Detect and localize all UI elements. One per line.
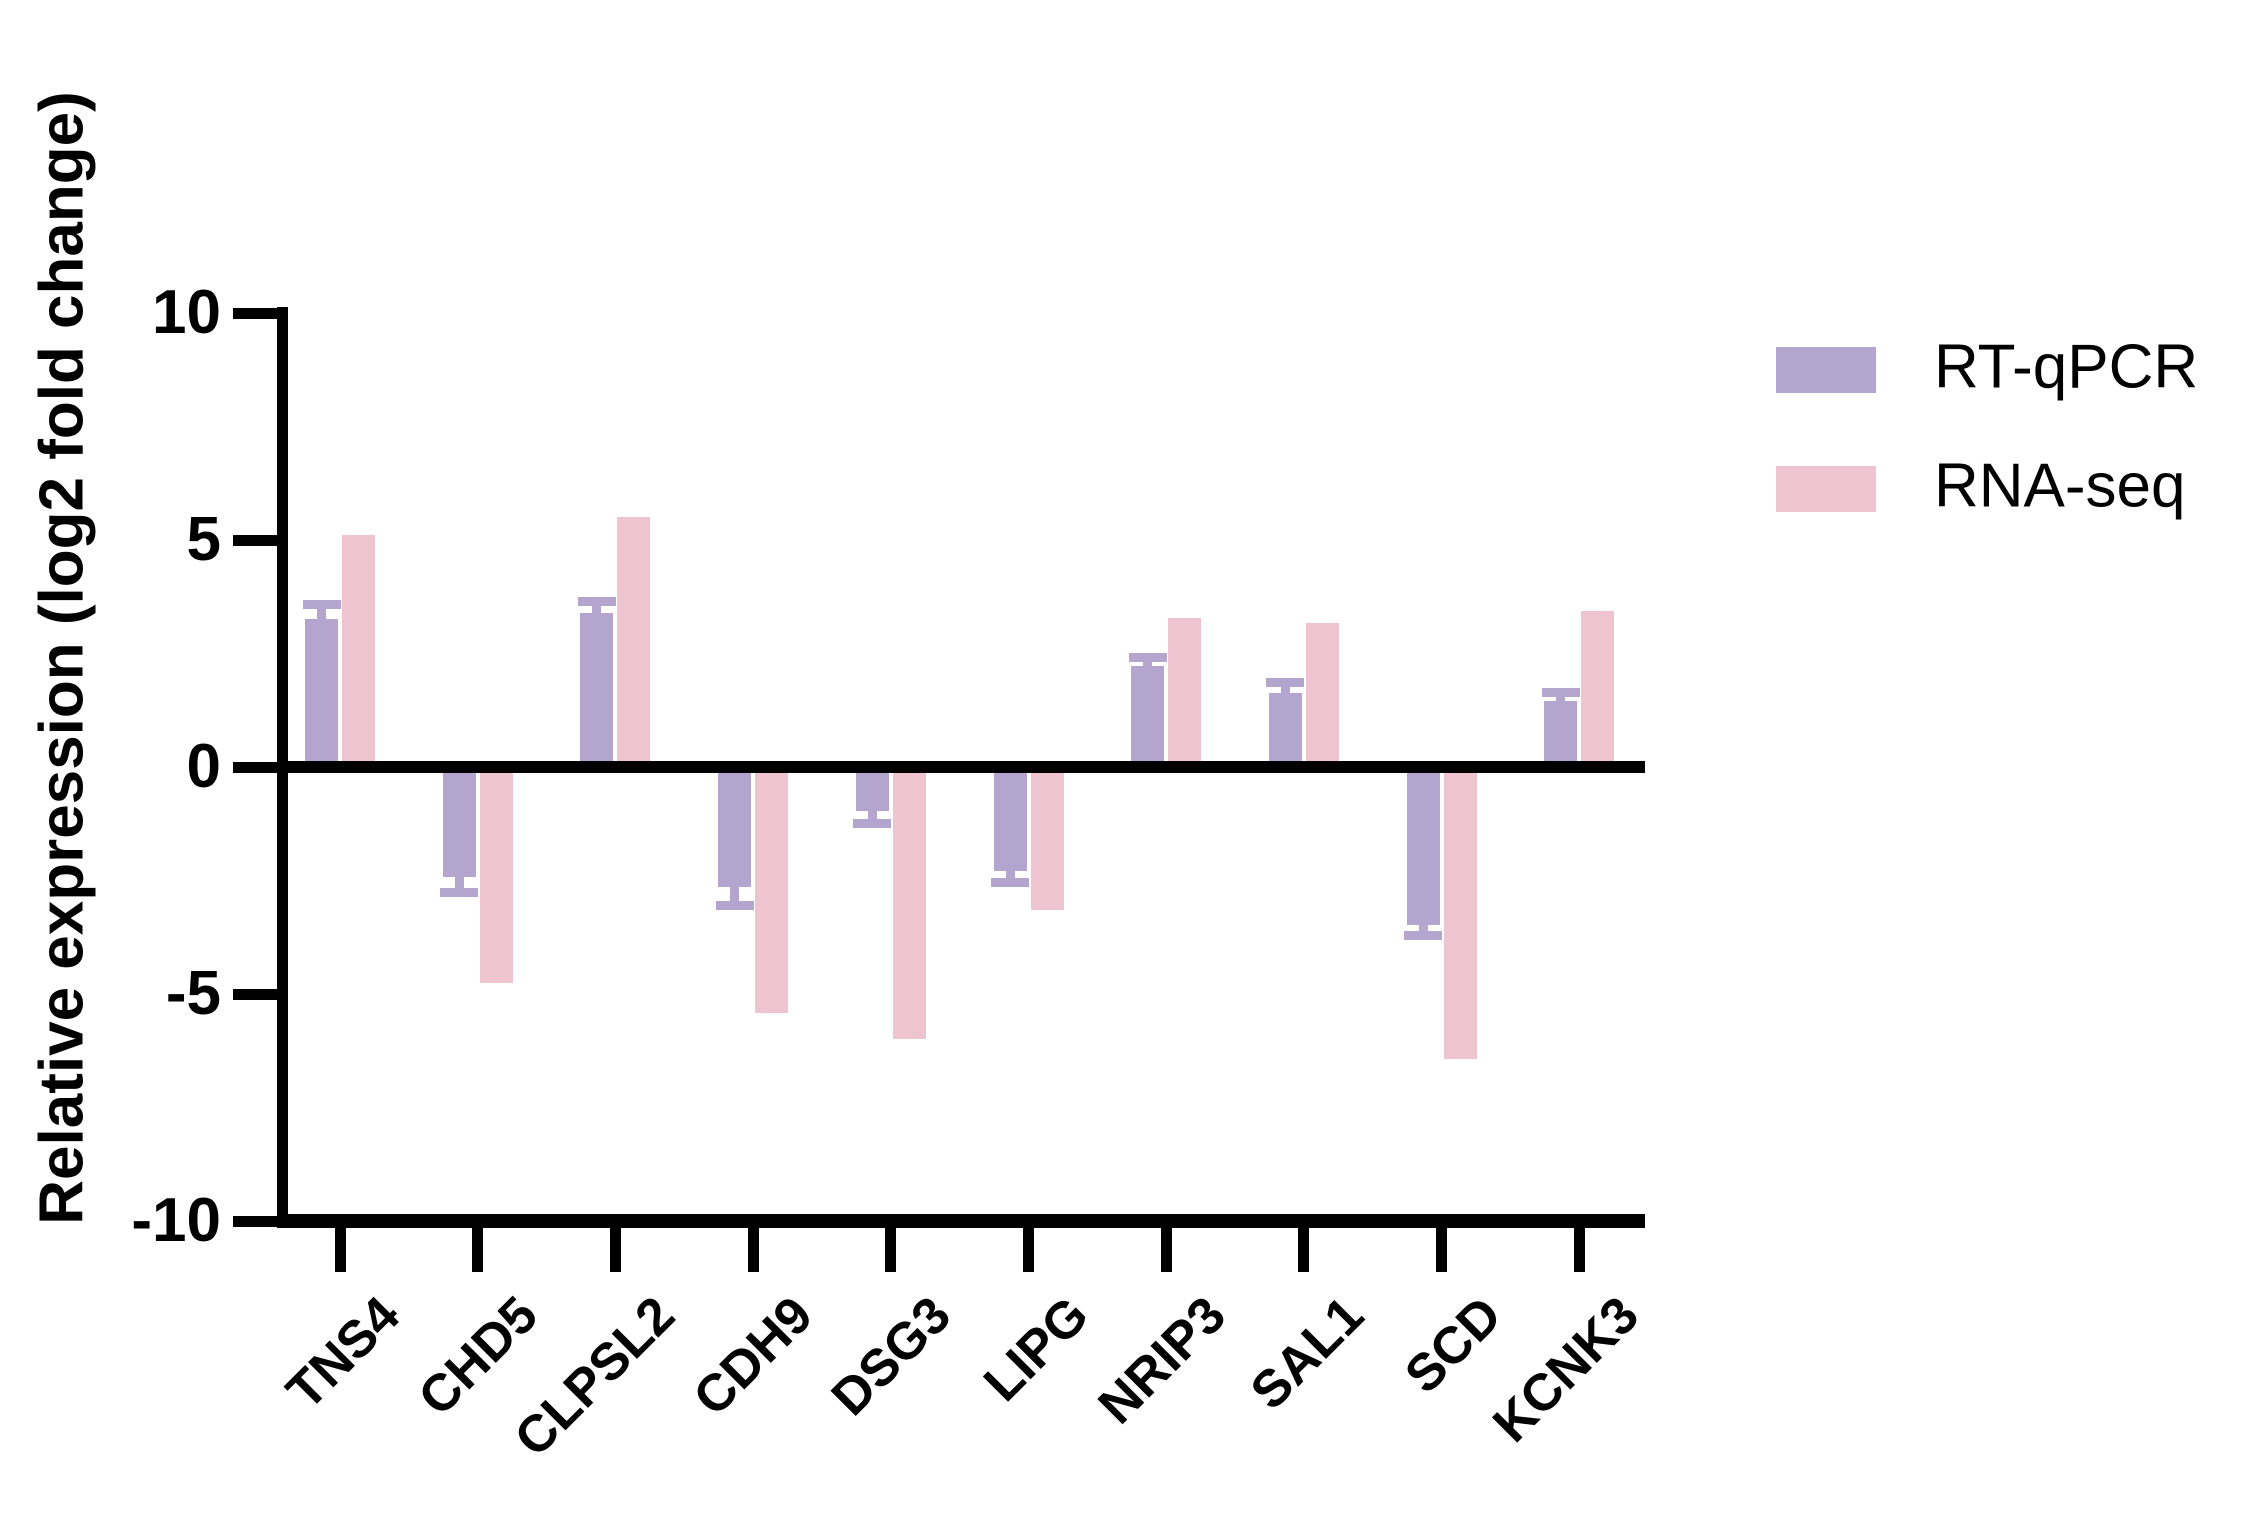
y-tick-label: 10 xyxy=(152,278,221,347)
error-bar-cap-CHD5 xyxy=(440,888,479,898)
legend-label-RNA-seq: RNA-seq xyxy=(1934,451,2186,521)
x-tick-mark xyxy=(1298,1228,1310,1272)
y-axis-title: Relative expression (log2 fold change) xyxy=(27,91,97,1225)
zero-baseline xyxy=(277,761,1645,773)
error-bar-stem-DSG3 xyxy=(867,811,877,822)
bar-CDH9-RNA-seq xyxy=(755,767,789,1014)
bar-KCNK3-RNA-seq xyxy=(1581,610,1615,767)
error-bar-cap-DSG3 xyxy=(853,819,892,829)
y-tick-mark xyxy=(233,988,277,1000)
x-tick-mark xyxy=(1023,1228,1034,1272)
legend-label-RT-qPCR: RT-qPCR xyxy=(1934,332,2199,402)
y-tick-label: 0 xyxy=(186,732,221,801)
error-bar-stem-CHD5 xyxy=(454,876,464,891)
bar-CHD5-RT-qPCR xyxy=(442,767,476,877)
bar-SAL1-RT-qPCR xyxy=(1268,692,1302,767)
error-bar-cap-CDH9 xyxy=(715,900,754,910)
bar-TNS4-RT-qPCR xyxy=(305,618,338,767)
y-tick-mark xyxy=(233,761,277,773)
bar-CDH9-RT-qPCR xyxy=(718,767,752,887)
y-tick-mark xyxy=(233,307,277,319)
bar-TNS4-RNA-seq xyxy=(342,535,375,767)
bar-KCNK3-RT-qPCR xyxy=(1544,701,1578,767)
x-tick-mark xyxy=(609,1228,621,1272)
bar-SCD-RT-qPCR xyxy=(1406,767,1440,925)
bar-CLPSL2-RNA-seq xyxy=(617,516,651,767)
bar-CHD5-RNA-seq xyxy=(479,767,513,984)
bar-LIPG-RT-qPCR xyxy=(993,767,1027,871)
error-bar-stem-SAL1 xyxy=(1280,684,1290,693)
error-bar-cap-LIPG xyxy=(991,878,1029,888)
bar-CLPSL2-RT-qPCR xyxy=(580,612,614,767)
x-tick-mark xyxy=(1573,1228,1585,1272)
error-bar-cap-CLPSL2 xyxy=(577,597,616,607)
x-tick-mark xyxy=(334,1228,346,1272)
bar-LIPG-RNA-seq xyxy=(1030,767,1064,910)
bar-DSG3-RNA-seq xyxy=(892,767,926,1039)
error-bar-stem-TNS4 xyxy=(317,607,326,619)
bar-NRIP3-RNA-seq xyxy=(1168,618,1202,767)
error-bar-stem-CLPSL2 xyxy=(592,604,602,613)
y-tick-label: -5 xyxy=(165,959,221,1028)
x-tick-mark xyxy=(1160,1228,1172,1272)
bar-DSG3-RT-qPCR xyxy=(855,767,889,812)
error-bar-cap-TNS4 xyxy=(302,600,341,610)
x-tick-mark xyxy=(885,1228,897,1272)
bar-SAL1-RNA-seq xyxy=(1305,623,1339,767)
bar-SCD-RNA-seq xyxy=(1443,767,1477,1059)
x-tick-mark xyxy=(472,1228,484,1272)
y-tick-mark xyxy=(233,1215,277,1227)
x-tick-mark xyxy=(1436,1228,1448,1272)
error-bar-cap-SAL1 xyxy=(1266,677,1305,687)
y-tick-label: -10 xyxy=(131,1186,221,1255)
error-bar-stem-SCD xyxy=(1418,924,1428,933)
error-bar-stem-LIPG xyxy=(1005,870,1015,881)
legend-swatch-RT-qPCR xyxy=(1776,347,1876,393)
x-tick-mark xyxy=(747,1228,759,1272)
y-tick-label: 5 xyxy=(186,505,221,574)
legend-swatch-RNA-seq xyxy=(1776,466,1876,512)
error-bar-cap-SCD xyxy=(1404,930,1443,940)
bar-NRIP3-RT-qPCR xyxy=(1131,665,1165,767)
y-tick-mark xyxy=(233,534,277,546)
error-bar-stem-KCNK3 xyxy=(1556,694,1566,702)
error-bar-cap-NRIP3 xyxy=(1128,652,1167,662)
error-bar-stem-NRIP3 xyxy=(1143,659,1153,666)
x-axis-line xyxy=(277,1214,1645,1228)
error-bar-cap-KCNK3 xyxy=(1541,687,1580,697)
error-bar-stem-CDH9 xyxy=(730,886,740,903)
